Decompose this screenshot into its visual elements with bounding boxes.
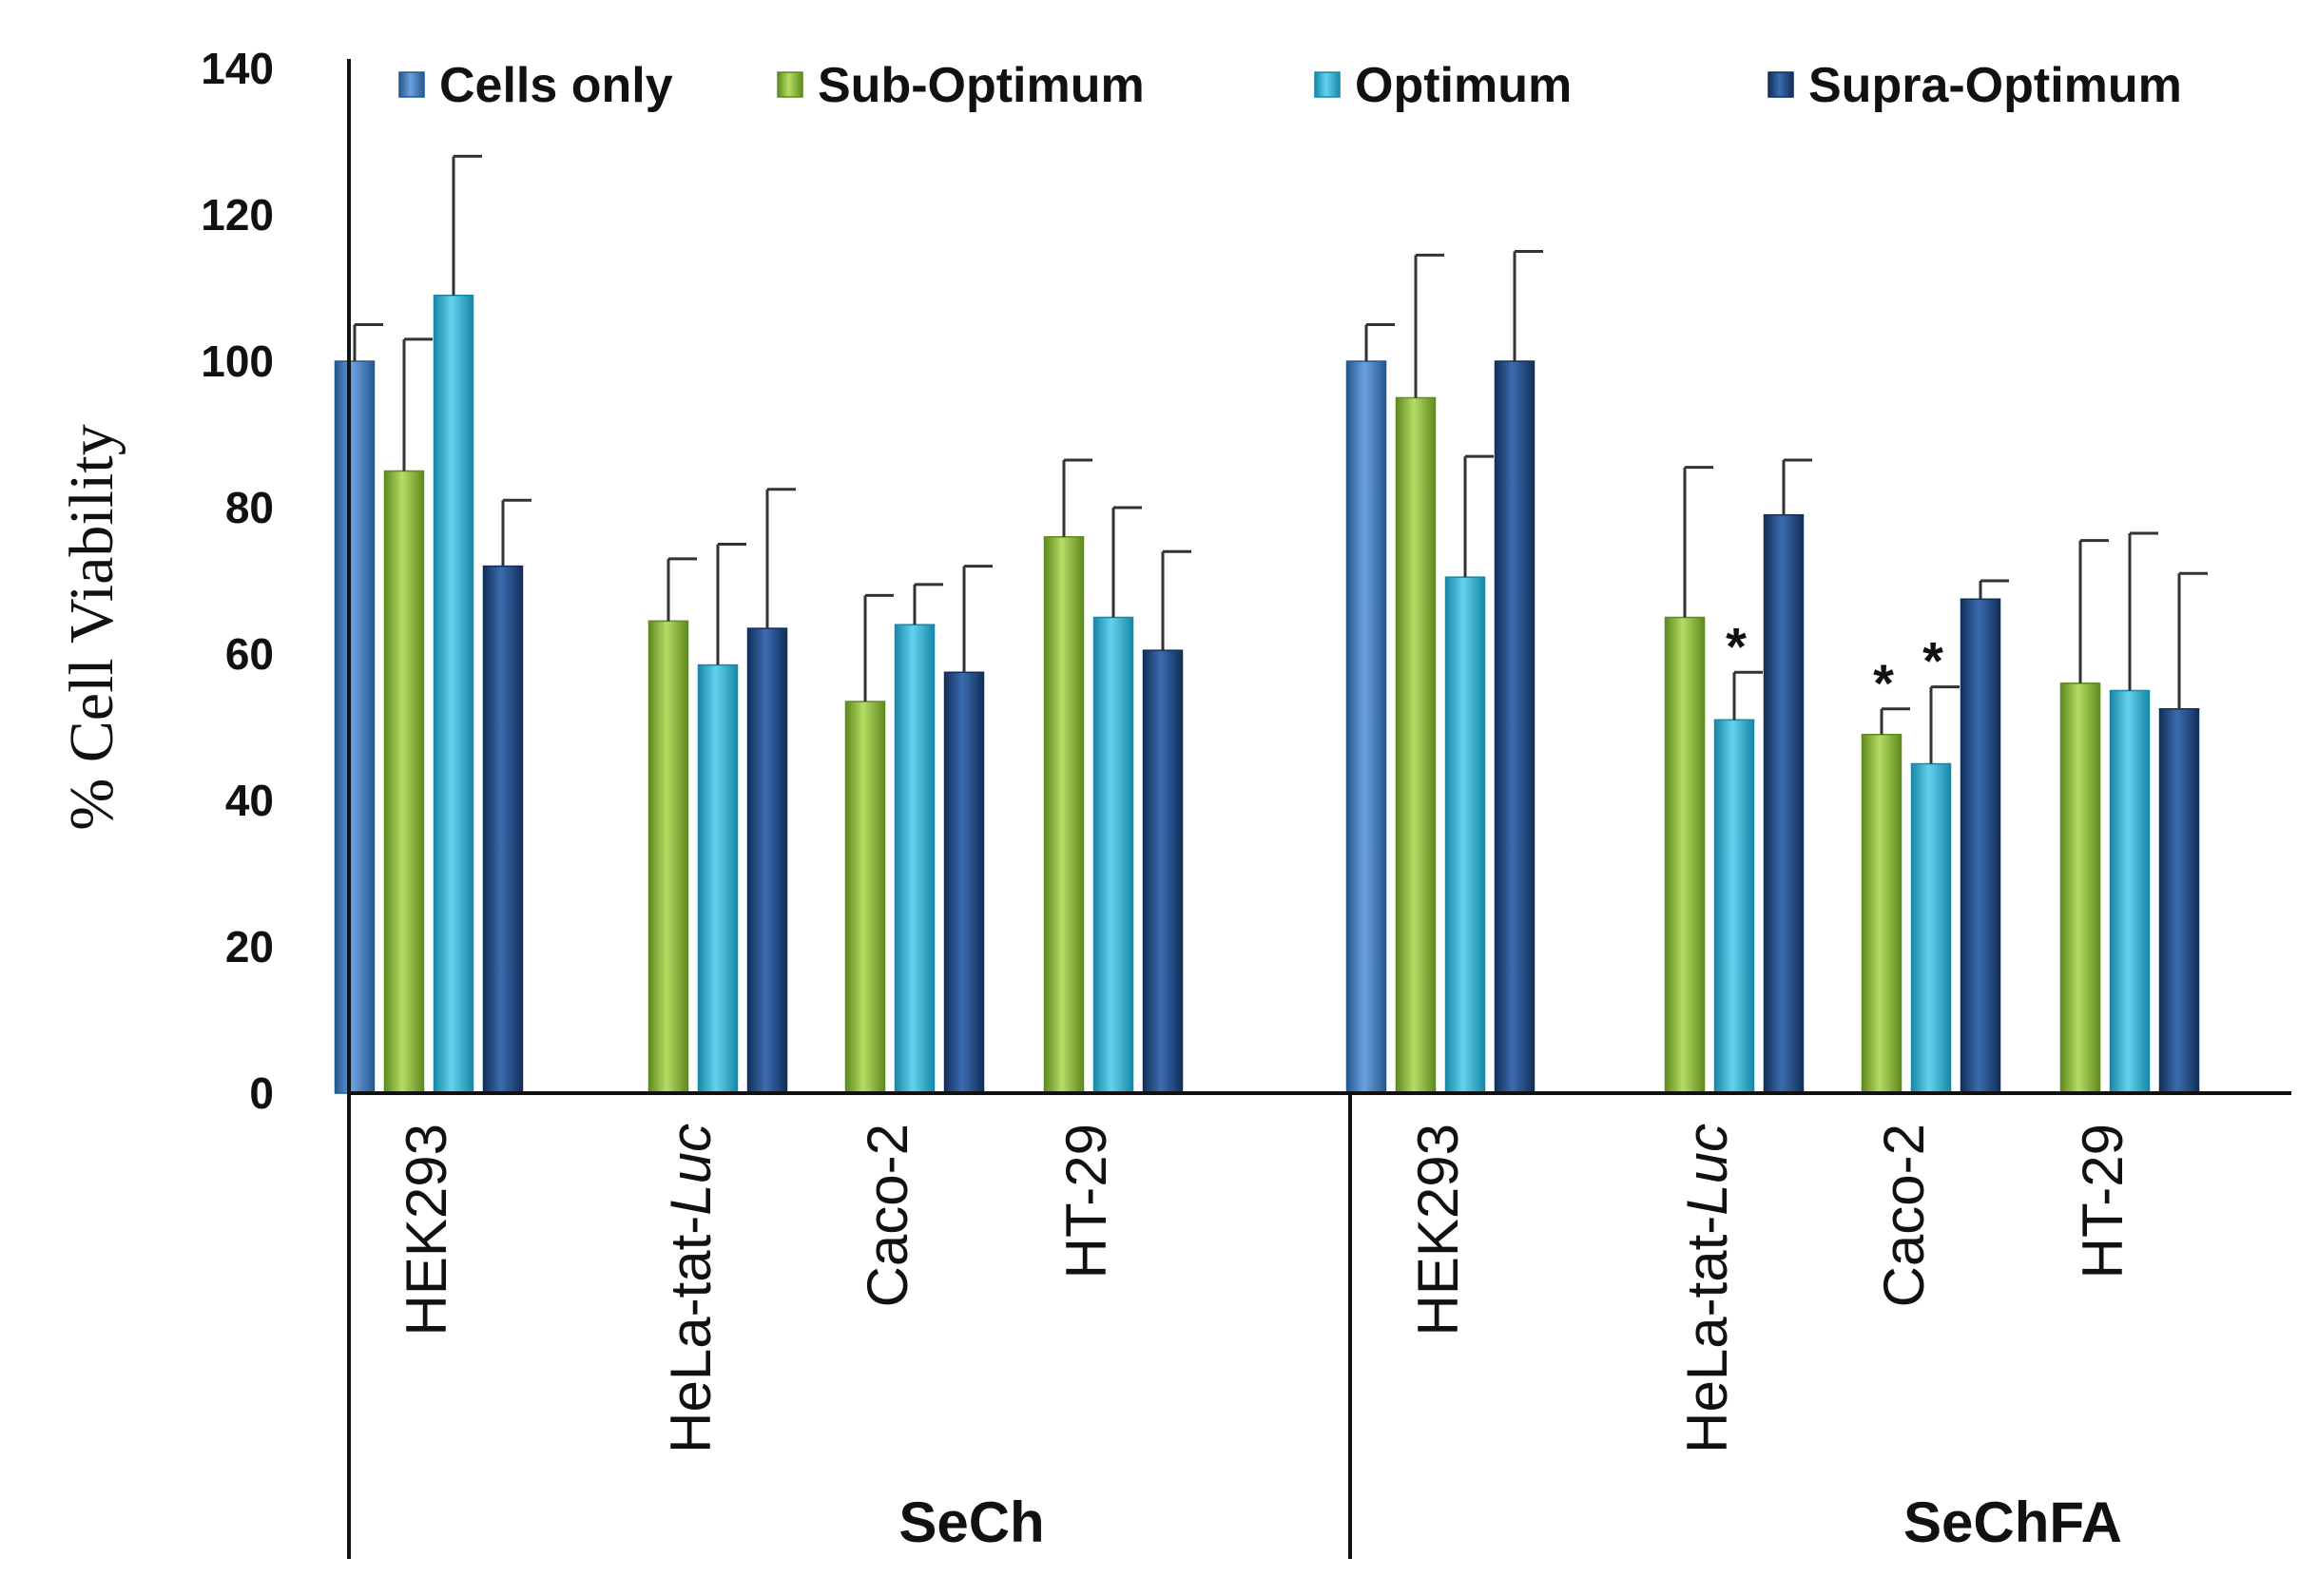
axes-layer	[347, 59, 2291, 1559]
bar-sech-helatat-s2	[697, 663, 739, 1094]
group-label-sechfa: SeChFA	[1903, 1490, 2122, 1554]
legend-label: Supra-Optimum	[1808, 58, 2182, 113]
bar-sech-helatat-s3	[746, 627, 788, 1094]
y-tick-label: 20	[225, 922, 274, 971]
bar-sechfa-helatat-s1	[1664, 616, 1706, 1094]
category-label: Caco-2	[856, 1124, 919, 1307]
y-tick-label: 140	[201, 44, 274, 93]
category-label: HEK293	[395, 1124, 458, 1336]
y-tick-label: 100	[201, 337, 274, 386]
category-label: Caco-2	[1872, 1124, 1936, 1307]
bar-sechfa-caco2-s2	[1910, 762, 1952, 1094]
bar-sechfa-helatat-s2	[1713, 719, 1755, 1094]
bar-sechfa-caco2-s1	[1861, 733, 1903, 1094]
bar-sechfa-helatat-s3	[1763, 513, 1805, 1094]
legend-swatch	[1767, 71, 1794, 98]
bar-sechfa-ht29-s3	[2158, 708, 2200, 1094]
bar-sechfa-ht29-s1	[2059, 683, 2101, 1094]
group-label-sech: SeCh	[898, 1490, 1044, 1554]
legend-item-optimum: Optimum	[1314, 58, 1572, 113]
labels-layer: 0 20 40 60 80 100 120 140 % Cell Viability HEK293…	[57, 44, 2134, 1554]
legend-label: Sub-Optimum	[818, 58, 1145, 113]
legend-swatch	[1314, 71, 1341, 98]
significance-star: *	[1922, 631, 1943, 691]
y-tick-label: 0	[249, 1068, 274, 1118]
legend-item-cells-only: Cells only	[398, 58, 673, 113]
bar-sechfa-hek293-s1	[1395, 396, 1437, 1094]
bar-sechfa-hek293-s2	[1444, 576, 1486, 1094]
y-axis-title: % Cell Viability	[57, 424, 126, 830]
bar-sech-caco2-s3	[943, 671, 985, 1094]
category-label: HEK293	[1406, 1124, 1470, 1336]
bar-sech-helatat-s1	[647, 620, 689, 1094]
legend-label: Cells only	[439, 58, 673, 113]
category-label: HT-29	[2071, 1124, 2134, 1279]
bar-sech-hek293-s0	[334, 360, 376, 1094]
legend-item-sub-optimum: Sub-Optimum	[777, 58, 1145, 113]
y-tick-label: 120	[201, 190, 274, 240]
category-label: HT-29	[1054, 1124, 1118, 1279]
bar-sechfa-hek293-s0	[1345, 360, 1387, 1094]
bar-sech-ht29-s1	[1043, 536, 1085, 1094]
error-bars-layer	[353, 154, 2208, 764]
y-tick-label: 80	[225, 483, 274, 532]
category-label: HeLa-tat-Luc	[1675, 1124, 1739, 1453]
bar-sech-hek293-s2	[433, 294, 474, 1094]
bar-sech-ht29-s2	[1092, 616, 1134, 1094]
bar-sech-caco2-s1	[844, 701, 886, 1094]
category-label: HeLa-tat-Luc	[659, 1124, 723, 1453]
y-tick-label: 40	[225, 776, 274, 825]
bar-sech-hek293-s3	[482, 565, 524, 1094]
bar-sechfa-caco2-s3	[1960, 598, 2001, 1094]
legend-label: Optimum	[1355, 58, 1572, 113]
significance-star: *	[1726, 616, 1747, 676]
bars-layer	[334, 294, 2200, 1094]
bar-sechfa-hek293-s3	[1494, 360, 1536, 1094]
legend-item-supra-optimum: Supra-Optimum	[1767, 58, 2182, 113]
bar-sech-ht29-s3	[1142, 649, 1184, 1094]
legend-swatch	[777, 71, 803, 98]
bar-sech-caco2-s2	[894, 624, 936, 1094]
y-tick-label: 60	[225, 629, 274, 679]
legend-swatch	[398, 71, 425, 98]
legend: Cells only Sub-Optimum Optimum Supra-Optimu…	[398, 58, 2182, 113]
bar-sech-hek293-s1	[383, 470, 425, 1094]
significance-star: *	[1873, 653, 1894, 713]
bar-sechfa-ht29-s2	[2109, 689, 2151, 1094]
